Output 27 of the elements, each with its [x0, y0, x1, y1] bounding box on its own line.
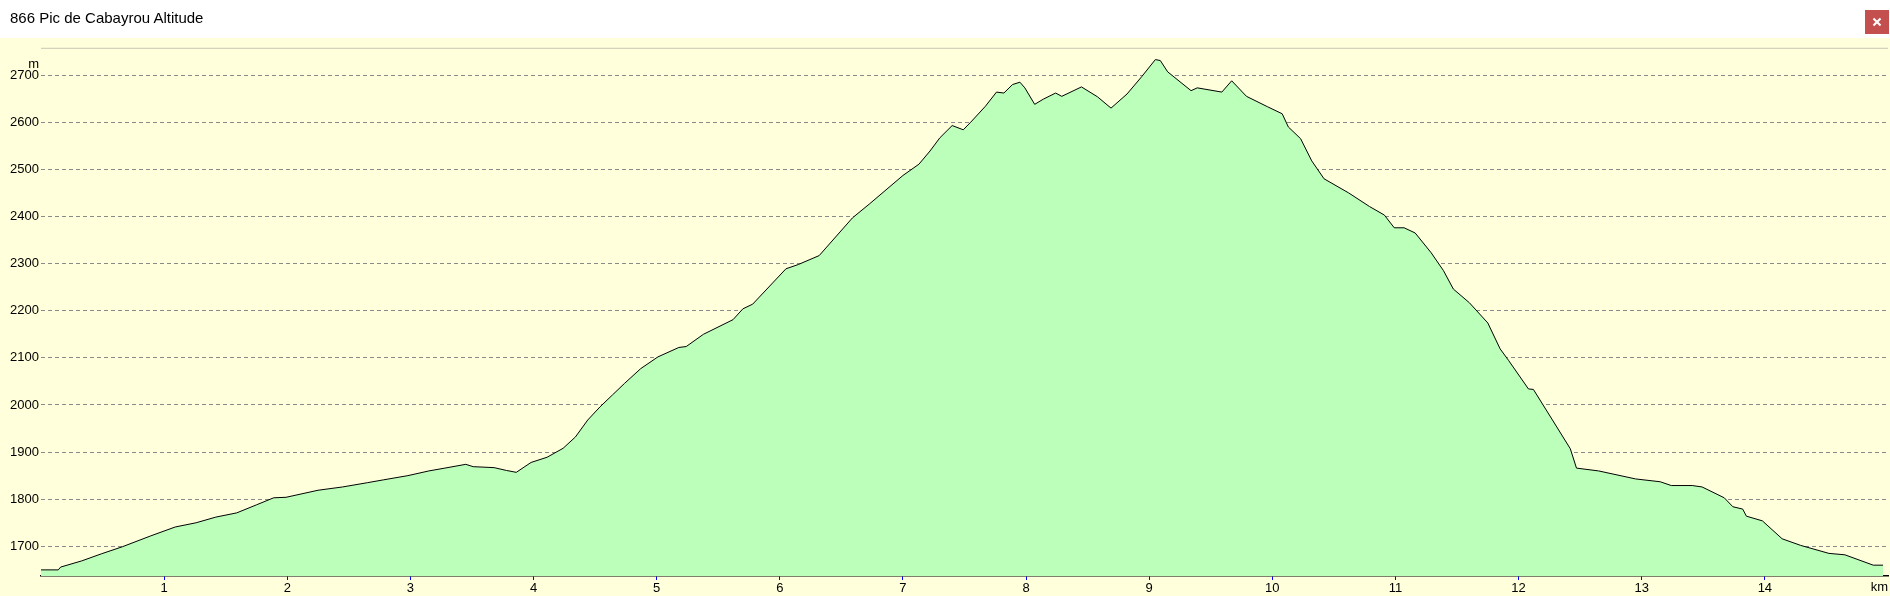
chart-title: 866 Pic de Cabayrou Altitude: [10, 9, 204, 27]
y-tick-label: 2300: [10, 255, 39, 271]
x-axis-title: km: [1870, 579, 1888, 595]
x-tick-label: 3: [406, 580, 415, 596]
x-tick-label: 5: [653, 580, 661, 596]
y-tick-label: 2600: [10, 113, 39, 129]
x-tick-label: 6: [776, 580, 784, 596]
y-tick-label: 2100: [10, 349, 39, 365]
y-axis-title: m: [28, 55, 39, 71]
y-tick-label: 1900: [10, 443, 39, 459]
x-tick-label: 7: [899, 580, 907, 596]
y-tick-label: 1700: [10, 537, 39, 553]
x-tick-label: 12: [1511, 580, 1526, 596]
x-tick-label: 14: [1757, 580, 1773, 596]
x-tick-label: 11: [1388, 580, 1403, 596]
x-tick-label: 10: [1265, 580, 1280, 596]
x-tick-label: 4: [529, 580, 538, 596]
y-tick-label: 1800: [10, 490, 39, 506]
y-tick-label: 2400: [10, 208, 39, 224]
x-tick-label: 13: [1634, 580, 1649, 596]
y-tick-label: 2500: [10, 160, 39, 176]
x-tick-label: 1: [160, 580, 168, 596]
x-tick-label: 9: [1145, 580, 1153, 596]
y-tick-label: 2000: [10, 396, 39, 412]
x-tick-label: 2: [283, 580, 291, 596]
y-tick-label: 2200: [10, 302, 39, 318]
x-tick-label: 8: [1022, 580, 1030, 596]
